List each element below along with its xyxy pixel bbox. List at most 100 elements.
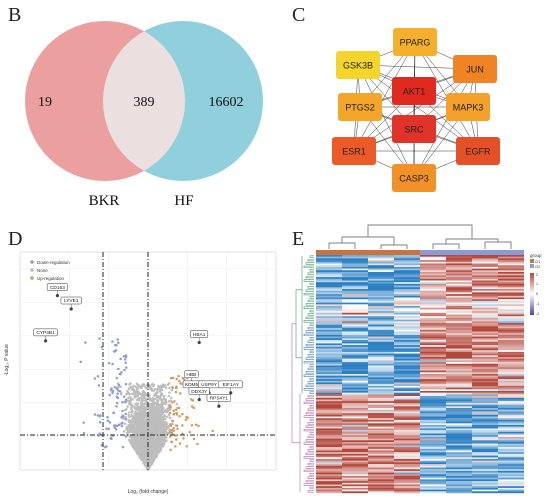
heatmap-cell (316, 263, 342, 266)
volcano-point (165, 439, 168, 442)
heatmap-cell (316, 477, 342, 480)
heatmap-cell (498, 360, 524, 363)
heatmap-cell (342, 470, 368, 473)
heatmap-cell (498, 385, 524, 388)
heatmap-cell (342, 486, 368, 489)
heatmap-cell (342, 295, 368, 298)
heatmap-cell (498, 462, 524, 465)
volcano-point (175, 402, 179, 406)
dendrogram-branch (307, 258, 314, 262)
heatmap-cell (446, 338, 472, 341)
heatmap-cell (498, 453, 524, 456)
heatmap-cell (420, 484, 446, 487)
dendrogram-branch (309, 364, 314, 367)
heatmap-cell (420, 289, 446, 291)
heatmap-cell (446, 348, 472, 351)
heatmap-cell (394, 370, 420, 373)
dendrogram-branch (307, 490, 314, 493)
heatmap-cell (342, 358, 368, 361)
heatmap-cell (472, 443, 498, 446)
network-edge (357, 64, 415, 179)
heatmap-cell (446, 270, 472, 273)
volcano-point-down (97, 384, 101, 387)
heatmap-cell (446, 358, 472, 361)
heatmap-cell (316, 311, 342, 313)
dendrogram-branch (309, 459, 314, 462)
heatmap-cell (498, 445, 524, 448)
heatmap-cell (498, 464, 524, 466)
heatmap-cell (446, 285, 472, 288)
volcano-point (148, 415, 152, 418)
heatmap-cell (472, 467, 498, 470)
heatmap-cell (316, 260, 342, 262)
volcano-point (166, 415, 169, 418)
volcano-point (139, 404, 143, 408)
dendrogram-branch (307, 449, 314, 452)
heatmap-cell (472, 357, 498, 359)
heatmap-cell (316, 328, 342, 330)
heatmap-cell (420, 387, 446, 390)
heatmap-cell (498, 433, 524, 436)
heatmap-cell (420, 312, 446, 315)
volcano-point-down (118, 372, 122, 376)
heatmap-cell (316, 316, 342, 319)
heatmap-cell (498, 314, 524, 317)
heatmap-cell (498, 353, 524, 356)
heatmap-cell (394, 287, 420, 290)
heatmap-cell (342, 489, 368, 492)
heatmap-cell (342, 319, 368, 322)
volcano-point (152, 452, 156, 455)
legend-label-none: None (37, 268, 48, 273)
heatmap-cell (316, 399, 342, 402)
heatmap-cell (420, 481, 446, 483)
heatmap-cell (394, 345, 420, 347)
heatmap-cell (498, 396, 524, 398)
heatmap-cell (498, 392, 524, 395)
heatmap-cell (316, 268, 342, 271)
volcano-point (140, 423, 143, 426)
dendrogram-branch (307, 408, 314, 411)
heatmap-cell (316, 255, 342, 257)
heatmap-cell (498, 272, 524, 274)
volcano-point-up (181, 412, 184, 416)
heatmap-cell (368, 426, 394, 429)
volcano-point (142, 395, 145, 398)
volcano-point-down (125, 418, 128, 421)
heatmap-cell (368, 261, 394, 264)
heatmap-cell (498, 476, 524, 478)
heatmap-cell (394, 272, 420, 274)
heatmap-cell (420, 338, 446, 341)
heatmap-cell (316, 474, 342, 477)
heatmap-cell (472, 283, 498, 286)
dendrogram-branch (305, 439, 314, 442)
heatmap-cell (446, 436, 472, 439)
volcano-point-up (181, 424, 184, 427)
heatmap-cell (316, 375, 342, 378)
volcano-point-down (119, 357, 122, 361)
heatmap-cell (394, 353, 420, 356)
heatmap-cell (498, 307, 524, 310)
network-node-esr1: ESR1 (332, 137, 376, 165)
dendrogram-branch (303, 388, 314, 391)
heatmap-cell (472, 343, 498, 346)
heatmap-cell (420, 414, 446, 417)
heatmap-cell (368, 455, 394, 458)
heatmap-cell (472, 362, 498, 364)
heatmap-cell (368, 396, 394, 398)
heatmap-cell (472, 324, 498, 327)
heatmap-cell (498, 404, 524, 407)
heatmap-cell (394, 290, 420, 293)
heatmap-cell (394, 482, 420, 485)
heatmap-cell (498, 406, 524, 409)
volcano-point-down (114, 424, 117, 427)
dendrogram-branch (305, 452, 314, 456)
volcano-point-down (120, 424, 124, 428)
heatmap-cell (394, 319, 420, 322)
heatmap-cell (472, 372, 498, 375)
heatmap-cell (368, 256, 394, 259)
volcano-point (125, 431, 129, 435)
heatmap-cell (368, 387, 394, 390)
heatmap-cell (368, 416, 394, 419)
heatmap-cell (342, 287, 368, 290)
heatmap-cell (472, 309, 498, 312)
